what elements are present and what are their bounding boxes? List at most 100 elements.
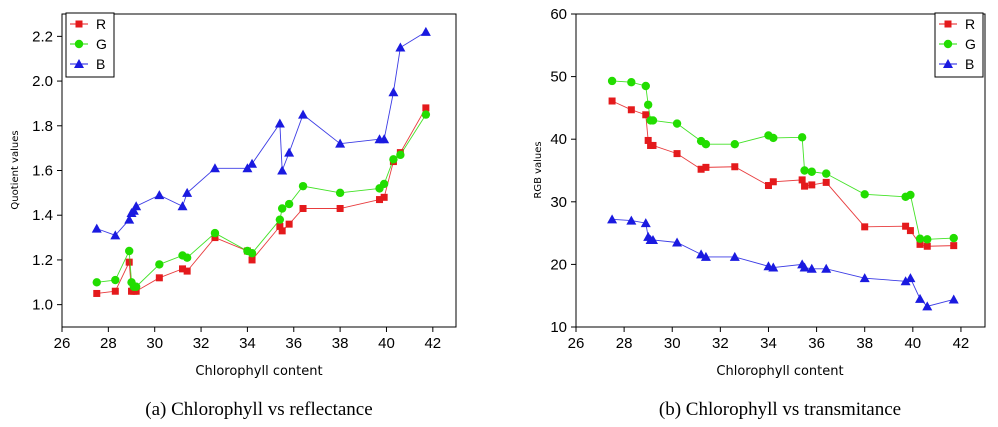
- data-point-R: [649, 141, 657, 149]
- data-point-R: [861, 223, 869, 231]
- data-point-R: [801, 182, 809, 190]
- legend-label-B: B: [965, 56, 974, 72]
- chart-b-caption: (b) Chlorophyll vs transmitance: [659, 399, 901, 420]
- data-point-G: [210, 228, 220, 238]
- x-tick-label: 28: [100, 335, 117, 352]
- y-tick-label: 20: [550, 256, 567, 273]
- x-tick-label: 40: [904, 335, 921, 352]
- data-point-R: [731, 163, 739, 171]
- data-point-B: [806, 263, 817, 273]
- series-line-B: [612, 218, 954, 307]
- data-point-B: [607, 214, 618, 224]
- legend-label-G: G: [96, 36, 107, 52]
- chart-a-legend-items: RGB: [70, 16, 107, 72]
- y-tick-label: 10: [550, 319, 567, 336]
- data-point-R: [923, 242, 931, 250]
- data-point-G: [247, 249, 257, 258]
- y-tick-label: 1.0: [32, 297, 53, 314]
- data-point-B: [729, 251, 740, 261]
- data-point-R: [183, 267, 191, 275]
- y-tick-label: 60: [550, 6, 567, 23]
- x-tick-label: 36: [808, 335, 825, 352]
- data-point-R: [336, 205, 344, 213]
- data-point-G: [807, 167, 816, 176]
- y-tick-label: 50: [550, 69, 567, 86]
- data-point-R: [644, 136, 652, 144]
- data-point-R: [798, 176, 806, 184]
- data-point-G: [730, 140, 739, 149]
- data-point-G: [379, 179, 389, 189]
- data-point-G: [915, 234, 925, 243]
- data-point-G: [701, 140, 711, 149]
- chart-b-x-axis-title: Chlorophyll content: [716, 364, 843, 379]
- data-point-B: [395, 42, 406, 52]
- legend-marker-G: [74, 39, 84, 49]
- data-point-R: [697, 165, 705, 173]
- data-point-G: [648, 116, 658, 125]
- data-point-B: [700, 251, 711, 261]
- chart-a-series: [91, 26, 431, 297]
- chart-b-ticks: 26 28 30 32 34 36 38 40 42 10 20 30 40 50 60: [550, 6, 969, 352]
- data-point-G: [421, 110, 431, 119]
- x-tick-label: 30: [146, 335, 163, 352]
- data-point-B: [131, 201, 142, 211]
- legend-marker-B: [943, 59, 953, 68]
- chart-b-series: [607, 76, 959, 311]
- x-tick-label: 32: [193, 335, 210, 352]
- chart-b-plot-frame: [575, 13, 986, 328]
- chart-a-y-axis-title: Quotient values: [10, 130, 21, 209]
- data-point-R: [155, 274, 163, 282]
- data-point-R: [627, 106, 635, 114]
- data-point-B: [799, 262, 810, 272]
- data-point-G: [906, 190, 915, 200]
- y-tick-label: 1.2: [32, 252, 53, 269]
- data-point-G: [298, 181, 308, 191]
- data-point-B: [274, 118, 285, 128]
- data-point-R: [125, 258, 133, 266]
- data-point-B: [110, 230, 121, 240]
- data-point-R: [285, 220, 293, 228]
- data-point-B: [379, 134, 390, 144]
- chart-b-legend-items: RGB: [939, 16, 976, 72]
- data-point-G: [131, 282, 141, 291]
- data-point-R: [950, 242, 958, 250]
- data-point-R: [808, 181, 816, 189]
- data-point-G: [860, 190, 869, 199]
- series-line-G: [612, 80, 954, 240]
- x-tick-label: 38: [332, 335, 349, 352]
- data-point-R: [376, 196, 384, 204]
- data-point-R: [702, 163, 710, 171]
- data-point-G: [275, 215, 285, 224]
- data-point-G: [92, 278, 101, 287]
- x-tick-label: 34: [760, 335, 777, 352]
- series-line-B: [96, 31, 427, 236]
- chart-a-legend: RGB: [65, 12, 115, 78]
- y-tick-label: 1.6: [32, 163, 53, 180]
- data-point-B: [91, 223, 102, 233]
- data-point-B: [905, 273, 916, 283]
- data-point-R: [111, 287, 119, 295]
- data-point-B: [821, 263, 832, 273]
- data-point-G: [389, 155, 398, 164]
- data-point-G: [277, 204, 287, 213]
- data-point-R: [916, 240, 924, 248]
- x-tick-label: 26: [54, 335, 71, 352]
- y-tick-label: 2.0: [32, 73, 53, 90]
- data-point-G: [627, 78, 636, 87]
- x-tick-label: 32: [712, 335, 729, 352]
- chart-b: Chlorophyll content RGB values (b) Chlor…: [533, 6, 986, 420]
- data-point-R: [93, 289, 101, 297]
- data-point-G: [284, 199, 294, 209]
- data-point-G: [182, 253, 192, 262]
- data-point-G: [923, 235, 932, 244]
- data-point-G: [607, 76, 617, 86]
- legend-marker-R: [944, 20, 952, 28]
- x-tick-label: 42: [424, 335, 441, 352]
- data-point-R: [673, 150, 681, 158]
- data-point-B: [948, 294, 959, 304]
- data-point-B: [298, 109, 309, 119]
- data-point-R: [608, 97, 616, 105]
- data-point-R: [902, 222, 910, 230]
- x-tick-label: 34: [239, 335, 256, 352]
